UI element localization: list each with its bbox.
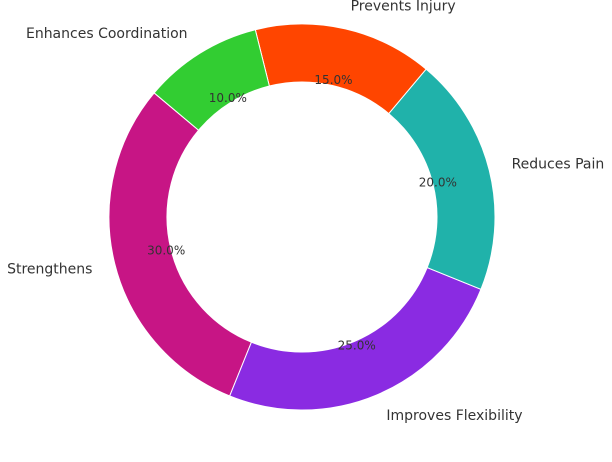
slice-improves-flexibility (229, 266, 482, 411)
category-label-reduces-pain: Reduces Pain (512, 157, 605, 173)
percent-label-improves-flexibility: 25.0% (338, 338, 376, 352)
donut-slices (108, 23, 496, 411)
category-label-enhances-coordination: Enhances Coordination (26, 26, 188, 42)
percent-label-enhances-coordination: 10.0% (209, 91, 247, 105)
percent-label-strengthens: 30.0% (147, 243, 185, 257)
percent-labels: 30.0% 25.0% 20.0% 15.0% 10.0% (147, 73, 457, 352)
slice-labels: Strengthens Improves Flexibility Reduces P… (7, 0, 604, 424)
category-label-prevents-injury: Prevents Injury (351, 0, 456, 15)
category-label-improves-flexibility: Improves Flexibility (386, 408, 522, 424)
slice-strengthens (108, 92, 253, 397)
slice-prevents-injury (254, 23, 427, 115)
slice-enhances-coordination (153, 29, 270, 131)
percent-label-prevents-injury: 15.0% (314, 73, 352, 87)
percent-label-reduces-pain: 20.0% (419, 176, 457, 190)
category-label-strengthens: Strengthens (7, 261, 92, 277)
